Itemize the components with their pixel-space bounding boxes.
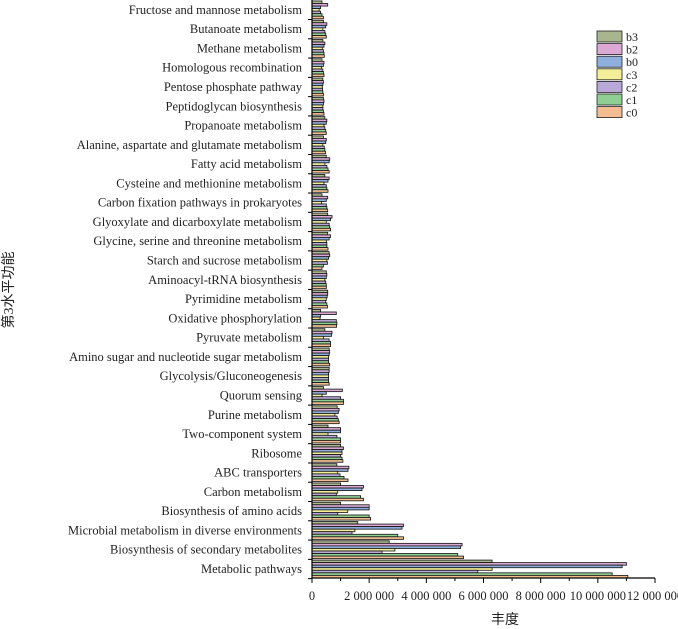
- category-label: Fatty acid metabolism: [191, 157, 302, 171]
- bar-c0: [311, 35, 327, 39]
- category-label: Homologous recombination: [162, 61, 303, 75]
- bar-c0: [311, 343, 331, 347]
- legend-swatch-c1: [596, 93, 623, 106]
- x-tick-label: 12 000 000: [627, 589, 678, 603]
- category-label: Carbon fixation pathways in prokaryotes: [98, 196, 302, 210]
- category-label: Pyrimidine metabolism: [185, 292, 302, 306]
- legend-label: c2: [626, 80, 637, 94]
- bar-c0: [311, 555, 464, 560]
- category-label: Biosynthesis of secondary metabolites: [110, 543, 302, 557]
- legend-swatch-c3: [596, 68, 623, 81]
- x-tick-label: 10 000 000: [570, 589, 626, 603]
- legend-label: b3: [626, 30, 638, 44]
- category-label: Pentose phosphate pathway: [164, 80, 303, 94]
- category-label: ABC transporters: [214, 466, 302, 480]
- legend-label: b2: [626, 43, 638, 57]
- bar-c0: [311, 285, 327, 290]
- category-label: Starch and sucrose metabolism: [147, 254, 302, 268]
- category-label: Quorum sensing: [220, 388, 303, 402]
- category-label: Oxidative phosphorylation: [168, 311, 302, 325]
- category-label: Pyruvate metabolism: [196, 331, 302, 345]
- bar-c0: [311, 131, 327, 135]
- legend-swatch-c0: [596, 106, 623, 118]
- bar-c0: [311, 382, 330, 386]
- bar-c0: [311, 401, 344, 405]
- bars-layer: [311, 0, 629, 579]
- legend-label: c0: [626, 106, 637, 120]
- bar-c0: [311, 247, 329, 251]
- category-label: Propanoate metabolism: [184, 119, 302, 133]
- category-label: Glycine, serine and threonine metabolism: [93, 234, 302, 248]
- category-label: Metabolic pathways: [201, 562, 302, 576]
- bar-c0: [311, 73, 325, 78]
- category-label: Aminoacyl-tRNA biosynthesis: [148, 273, 302, 287]
- legend-swatch-b3: [596, 30, 623, 43]
- bar-c0: [311, 497, 364, 502]
- legend-label: c1: [626, 93, 637, 107]
- x-axis-label: 丰度: [491, 612, 519, 628]
- legend-swatch-b0: [596, 55, 623, 68]
- bar-c0: [311, 54, 325, 58]
- x-tick-label: 0: [309, 589, 315, 603]
- category-label: Peptidoglycan biosynthesis: [166, 99, 303, 113]
- bar-c0: [311, 15, 324, 20]
- bar-c0: [311, 266, 323, 270]
- x-tick-label: 4 000 000: [401, 589, 451, 603]
- category-label: Glyoxylate and dicarboxylate metabolism: [93, 215, 303, 229]
- legend-label: c3: [626, 68, 637, 82]
- x-tick-label: 8 000 000: [516, 589, 566, 603]
- category-label: Purine metabolism: [208, 408, 302, 422]
- bar-c0: [311, 227, 331, 232]
- category-label: Fructose and mannose metabolism: [129, 3, 303, 17]
- bar-c0: [311, 189, 329, 193]
- y-axis-label: 第3水平功能: [0, 252, 17, 329]
- category-label: Glycolysis/Gluconeogenesis: [160, 369, 302, 383]
- x-tick-label: 2 000 000: [344, 589, 394, 603]
- category-label: Amino sugar and nucleotide sugar metabol…: [69, 350, 302, 364]
- category-label: Methane metabolism: [197, 41, 302, 55]
- bar-c0: [311, 92, 324, 97]
- bar-c0: [311, 440, 341, 444]
- bar-c0: [311, 208, 329, 213]
- category-label: Alanine, aspartate and glutamate metabol…: [77, 138, 303, 152]
- bar-c0: [311, 420, 340, 425]
- bar-c0: [311, 478, 349, 482]
- legend-swatch-b2: [596, 43, 623, 55]
- bar-c0: [311, 536, 404, 540]
- legend-label: b0: [626, 55, 638, 69]
- legend-swatch-c2: [596, 81, 623, 93]
- x-tick-labels: 0 2 000 000 4 000 000 6 000 000 8 000 000 10 …: [309, 589, 678, 603]
- category-label: Cysteine and methionine metabolism: [116, 176, 302, 190]
- category-label: Butanoate metabolism: [190, 22, 302, 36]
- bar-c0: [311, 459, 344, 463]
- x-tick-label: 6 000 000: [459, 589, 509, 603]
- category-label: Ribosome: [251, 446, 302, 460]
- bar-c0: [311, 112, 325, 116]
- bar-c0: [311, 150, 326, 155]
- bar-c0: [311, 305, 328, 309]
- category-labels: Metabolic pathways Biosynthesis of second…: [68, 3, 303, 576]
- category-label: Microbial metabolism in diverse environm…: [68, 523, 302, 537]
- bar-c0: [311, 170, 330, 174]
- category-label: Biosynthesis of amino acids: [161, 504, 302, 518]
- bar-c0: [311, 324, 337, 328]
- axes-layer: [308, 0, 656, 583]
- category-label: Two-component system: [182, 427, 302, 441]
- category-label: Carbon metabolism: [204, 485, 303, 499]
- bar-c0: [311, 362, 331, 367]
- bar-c0: [311, 517, 371, 521]
